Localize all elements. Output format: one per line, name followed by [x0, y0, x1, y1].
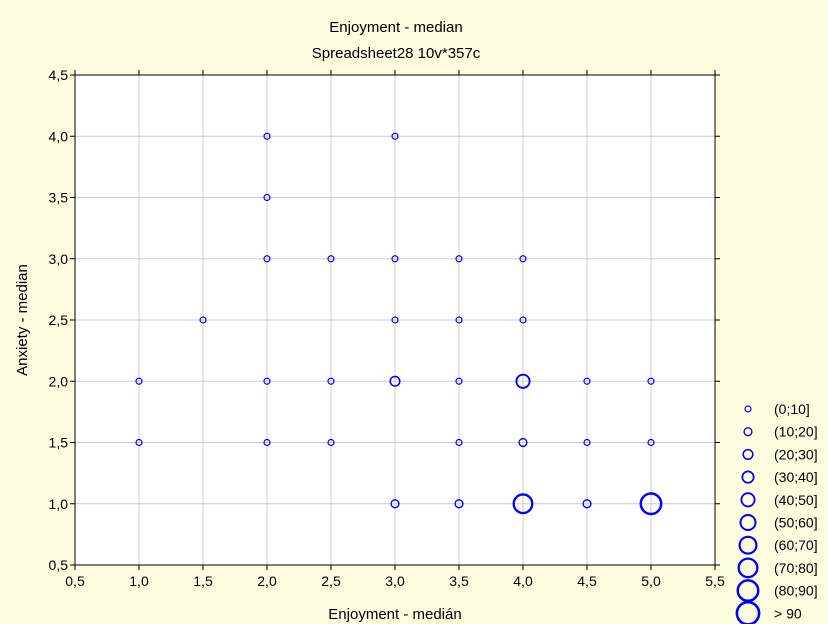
- y-tick-label: 4,5: [49, 67, 69, 83]
- legend-label: (20;30]: [774, 446, 818, 462]
- chart-subtitle: Spreadsheet28 10v*357c: [312, 45, 481, 62]
- data-point: [515, 373, 531, 389]
- data-point: [390, 499, 400, 509]
- y-tick-label: 4,0: [49, 128, 69, 144]
- legend-label: (80;90]: [774, 583, 818, 599]
- y-tick-label: 3,0: [49, 251, 69, 267]
- y-tick-label: 1,5: [49, 435, 69, 451]
- data-point: [454, 499, 464, 509]
- data-point: [263, 255, 271, 263]
- legend-label: (60;70]: [774, 537, 818, 553]
- data-point: [455, 377, 463, 385]
- legend-label: (40;50]: [774, 492, 818, 508]
- data-points: [135, 132, 663, 516]
- x-tick-label: 0,5: [65, 573, 85, 589]
- y-tick-label: 0,5: [49, 557, 69, 573]
- data-point: [263, 193, 271, 202]
- legend-marker: [744, 405, 752, 413]
- legend-label: (70;80]: [774, 560, 818, 576]
- y-tick-label: 1,0: [49, 496, 69, 512]
- legend-marker: [735, 600, 761, 624]
- data-point: [518, 437, 528, 448]
- x-tick-labels: 0,5 1,0 1,5 2,0 2,5 3,0 3,5 4,0 4,5 5,0 5,5: [65, 573, 725, 589]
- data-point: [647, 438, 655, 447]
- data-point: [199, 316, 207, 324]
- data-point: [455, 316, 463, 324]
- data-point: [519, 255, 527, 263]
- data-point: [135, 438, 143, 447]
- data-point: [391, 316, 399, 324]
- data-point: [391, 255, 399, 263]
- y-tick-label: 2,0: [49, 373, 69, 389]
- legend-marker: [739, 514, 757, 531]
- x-tick-label: 1,0: [129, 573, 149, 589]
- legend-label: (10;20]: [774, 424, 818, 440]
- legend: (0;10] (10;20] (20;30] (30;40] (40;50] (50;60…: [735, 401, 818, 624]
- data-point: [327, 377, 335, 385]
- data-point: [135, 377, 143, 385]
- x-tick-label: 1,5: [193, 573, 213, 589]
- legend-marker: [740, 492, 756, 508]
- data-point: [455, 255, 463, 263]
- y-tick-labels: 0,5 1,0 1,5 2,0 2,5 3,0 3,5 4,0 4,5: [49, 67, 69, 573]
- x-axis-label: Enjoyment - medián: [328, 606, 461, 623]
- x-tick-label: 2,5: [321, 573, 341, 589]
- legend-marker: [742, 448, 754, 460]
- tick-marks: [70, 70, 720, 570]
- data-point: [263, 377, 271, 385]
- data-point: [391, 132, 399, 140]
- legend-label: (30;40]: [774, 469, 818, 485]
- x-tick-label: 4,5: [577, 573, 597, 589]
- data-point: [519, 316, 527, 324]
- y-axis-label: Anxiety - median: [14, 264, 31, 376]
- data-point: [512, 493, 534, 515]
- y-tick-label: 2,5: [49, 312, 69, 328]
- data-point: [263, 438, 271, 447]
- data-point: [327, 438, 335, 447]
- data-point: [647, 377, 655, 385]
- data-point: [582, 499, 592, 509]
- legend-marker: [741, 470, 755, 484]
- data-point: [639, 492, 663, 516]
- data-point: [583, 438, 591, 447]
- x-tick-label: 4,0: [513, 573, 533, 589]
- x-tick-label: 3,5: [449, 573, 469, 589]
- legend-marker: [736, 579, 760, 603]
- legend-label: > 90: [774, 605, 802, 621]
- data-point: [455, 438, 463, 447]
- legend-marker: [743, 427, 753, 437]
- x-tick-label: 5,0: [641, 573, 661, 589]
- y-tick-label: 3,5: [49, 190, 69, 206]
- data-point: [263, 132, 271, 140]
- legend-label: (50;60]: [774, 515, 818, 531]
- x-tick-label: 5,5: [705, 573, 725, 589]
- legend-marker: [737, 557, 759, 579]
- grid-lines: [75, 75, 715, 565]
- data-point: [583, 377, 591, 385]
- data-point: [389, 375, 401, 387]
- legend-marker: [738, 535, 758, 555]
- legend-label: (0;10]: [774, 401, 810, 417]
- x-tick-label: 2,0: [257, 573, 277, 589]
- x-tick-label: 3,0: [385, 573, 405, 589]
- chart-title: Enjoyment - median: [329, 19, 462, 36]
- data-point: [327, 255, 335, 263]
